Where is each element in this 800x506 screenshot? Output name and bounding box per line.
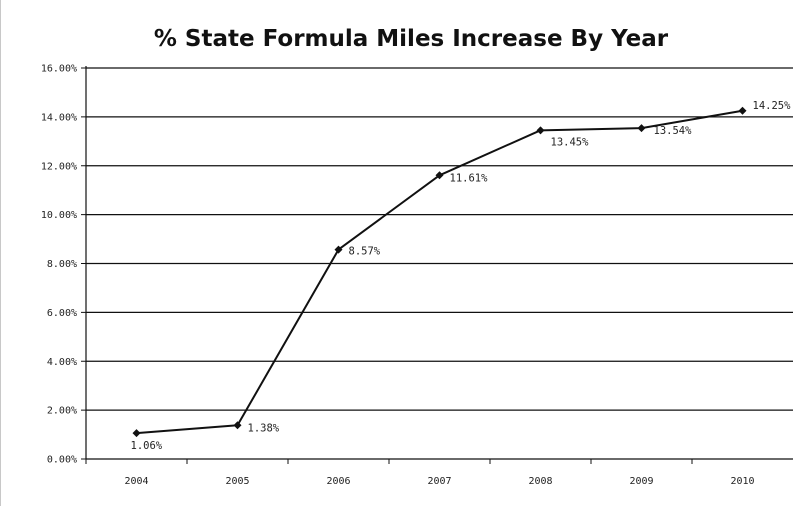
x-tick-label: 2006 <box>326 476 350 487</box>
x-tick-label: 2009 <box>629 476 653 487</box>
data-point-marker <box>637 124 646 133</box>
y-tick-label: 0.00% <box>47 455 77 466</box>
y-tick-label: 10.00% <box>41 210 77 221</box>
x-tick-label: 2005 <box>225 476 249 487</box>
x-tick-label: 2004 <box>124 476 148 487</box>
chart-title: % State Formula Miles Increase By Year <box>154 26 669 52</box>
axes <box>81 66 793 464</box>
data-point-marker <box>334 245 343 254</box>
y-axis-tick-labels: 0.00% 2.00% 4.00% 6.00% 8.00% 10.00% 12.00% 14.… <box>41 64 77 466</box>
data-points <box>132 106 747 438</box>
gridlines <box>86 67 793 411</box>
series-line <box>136 109 743 435</box>
data-labels: 1.06% 1.38% 8.57% 11.61% 13.45% 13.54% 14.25% <box>131 100 792 452</box>
data-point-marker <box>132 429 141 438</box>
y-tick-label: 6.00% <box>47 308 77 319</box>
data-label: 13.54% <box>654 125 693 137</box>
x-tick-label: 2010 <box>730 476 754 487</box>
data-label: 1.06% <box>131 440 163 452</box>
data-point-marker <box>738 106 747 115</box>
data-label: 1.38% <box>248 422 280 434</box>
y-tick-label: 12.00% <box>41 161 77 172</box>
data-label: 13.45% <box>551 136 590 148</box>
data-label: 14.25% <box>753 100 792 112</box>
data-point-marker <box>536 126 545 135</box>
data-point-marker <box>435 171 444 180</box>
data-point-marker <box>233 421 242 430</box>
data-label: 11.61% <box>450 172 489 184</box>
x-tick-label: 2008 <box>528 476 552 487</box>
x-tick-label: 2007 <box>427 476 451 487</box>
y-tick-label: 14.00% <box>41 112 77 123</box>
y-tick-label: 4.00% <box>47 357 77 368</box>
y-tick-label: 2.00% <box>47 406 77 417</box>
y-tick-label: 8.00% <box>47 259 77 270</box>
data-label: 8.57% <box>349 246 381 258</box>
series-polyline <box>136 109 743 435</box>
x-axis-tick-labels: 2004 2005 2006 2007 2008 2009 2010 <box>124 476 754 487</box>
y-tick-label: 16.00% <box>41 64 77 75</box>
